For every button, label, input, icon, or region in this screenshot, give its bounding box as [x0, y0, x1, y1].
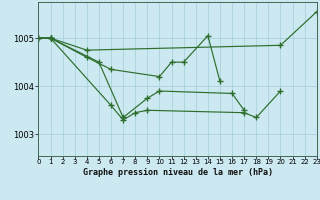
- X-axis label: Graphe pression niveau de la mer (hPa): Graphe pression niveau de la mer (hPa): [83, 168, 273, 177]
